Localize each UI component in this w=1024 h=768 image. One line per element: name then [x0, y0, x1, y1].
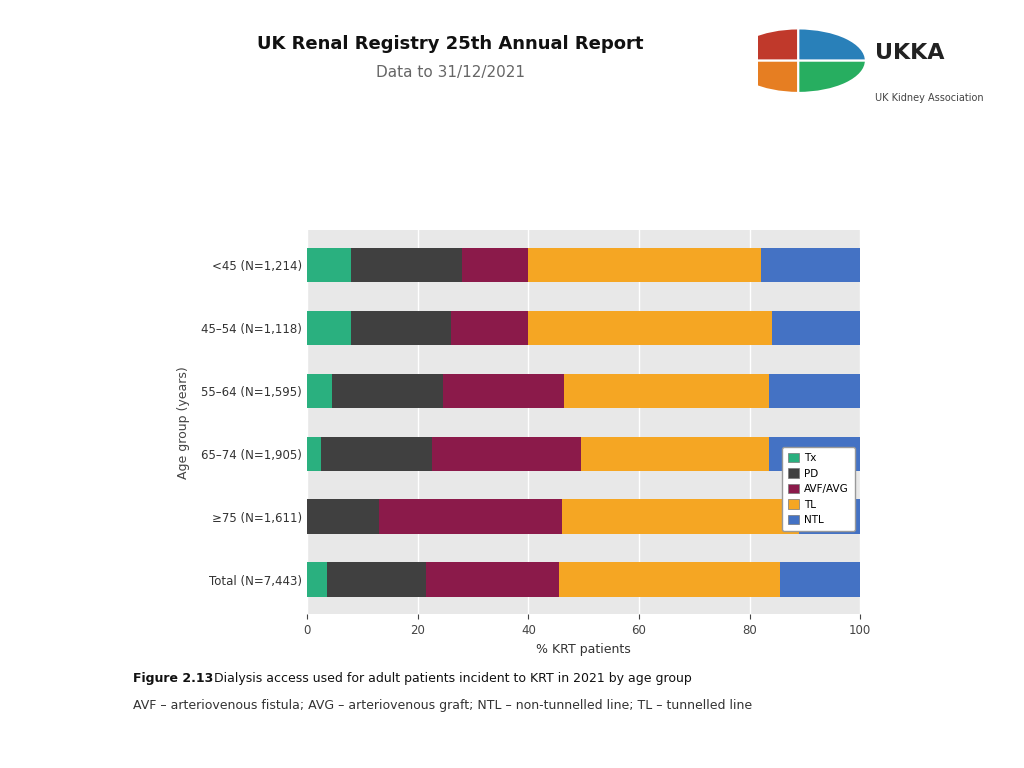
Bar: [379, 499, 561, 534]
Bar: [451, 311, 528, 346]
Wedge shape: [799, 61, 866, 93]
Bar: [307, 248, 351, 283]
Text: Dialysis access used for adult patients incident to KRT in 2021 by age group: Dialysis access used for adult patients …: [210, 672, 691, 685]
Bar: [442, 374, 564, 409]
Bar: [307, 436, 322, 471]
Bar: [322, 436, 432, 471]
Bar: [564, 374, 769, 409]
Bar: [769, 436, 860, 471]
Bar: [800, 499, 860, 534]
Bar: [462, 248, 528, 283]
Text: UK Kidney Association: UK Kidney Association: [874, 93, 983, 104]
Bar: [307, 374, 332, 409]
Bar: [761, 248, 860, 283]
Text: Figure 2.13: Figure 2.13: [133, 672, 213, 685]
Legend: Tx, PD, AVF/AVG, TL, NTL: Tx, PD, AVF/AVG, TL, NTL: [782, 447, 855, 531]
Bar: [772, 311, 860, 346]
Bar: [528, 248, 761, 283]
Bar: [332, 374, 442, 409]
Bar: [581, 436, 769, 471]
Bar: [426, 562, 559, 597]
Bar: [769, 374, 860, 409]
Text: AVF – arteriovenous fistula; AVG – arteriovenous graft; NTL – non-tunnelled line: AVF – arteriovenous fistula; AVG – arter…: [133, 699, 753, 712]
Y-axis label: Age group (years): Age group (years): [177, 366, 189, 478]
Text: UKKA: UKKA: [874, 43, 944, 63]
Bar: [432, 436, 581, 471]
Wedge shape: [731, 61, 799, 93]
Bar: [351, 311, 451, 346]
Bar: [351, 248, 462, 283]
X-axis label: % KRT patients: % KRT patients: [537, 643, 631, 656]
Bar: [561, 499, 800, 534]
Bar: [307, 311, 351, 346]
Bar: [327, 562, 426, 597]
Bar: [559, 562, 780, 597]
Text: Data to 31/12/2021: Data to 31/12/2021: [376, 65, 525, 81]
Bar: [528, 311, 772, 346]
Bar: [780, 562, 860, 597]
Bar: [307, 562, 327, 597]
Text: UK Renal Registry 25th Annual Report: UK Renal Registry 25th Annual Report: [257, 35, 644, 52]
Bar: [307, 499, 379, 534]
Wedge shape: [731, 28, 799, 61]
Wedge shape: [799, 28, 866, 61]
